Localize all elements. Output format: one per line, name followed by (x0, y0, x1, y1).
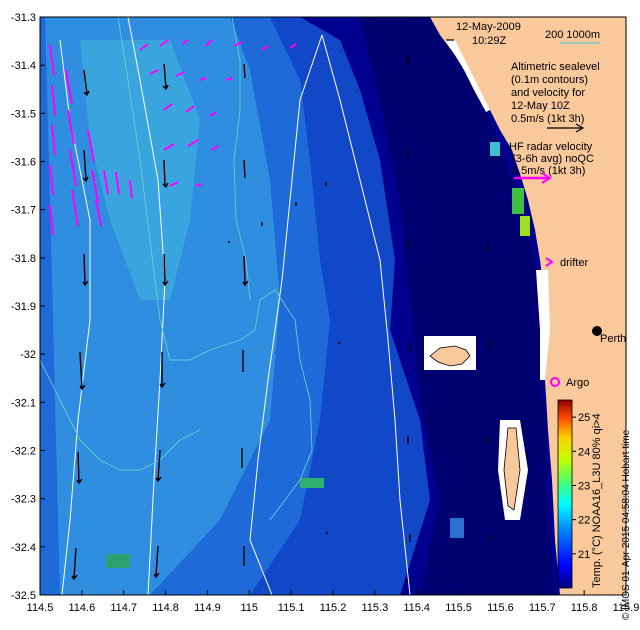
land-mainland (430, 17, 626, 595)
hf-legend-arrowhead (541, 172, 552, 184)
y-tick-label: -31.9 (11, 301, 36, 313)
sst-patch (490, 142, 500, 156)
y-tick-label: -32.2 (11, 446, 36, 458)
y-tick-label: -32.5 (11, 590, 36, 602)
y-tick-label: -31.3 (11, 12, 36, 24)
x-tick-label: 115.2 (320, 602, 347, 614)
x-tick-label: 114.5 (27, 602, 54, 614)
y-tick-label: -31.5 (11, 108, 36, 120)
x-tick-label: 115.7 (529, 602, 556, 614)
colorbar-tick-label: 24 (578, 446, 590, 458)
isobath-contour (40, 359, 201, 471)
altimetry-legend-line: 12-May 10Z (511, 100, 570, 112)
x-tick-label: 115.3 (361, 602, 388, 614)
sst-patch (512, 188, 524, 214)
city-label-perth: Perth (600, 333, 626, 345)
date-label: 12-May-2009 (456, 21, 521, 33)
x-axis: 114.5 114.6 114.7 114.8 114.9 115 115.1 115.2 11… (27, 590, 640, 614)
drifter-marker[interactable] (545, 257, 554, 267)
sst-patch (106, 554, 130, 568)
sst-patch (300, 478, 324, 488)
altimetry-legend-arrowhead (575, 123, 585, 133)
time-label: 10:29Z (472, 35, 507, 47)
altimetry-legend-line: Altimetric sealevel (511, 61, 600, 73)
altimetry-arrows (71, 56, 491, 581)
x-tick-label: 114.9 (194, 602, 221, 614)
hf-legend-line: 0.5m/s (1kt 3h) (512, 165, 585, 177)
y-tick-label: -31.4 (11, 60, 36, 72)
hf-legend-line: (3-6h avg) noQC (512, 153, 594, 165)
map-area[interactable] (40, 17, 626, 595)
rottnest-island (429, 345, 471, 367)
x-tick-label: 114.7 (110, 602, 137, 614)
perth-dot (592, 326, 602, 336)
credit-label: © IMOS 01-Apr-2015 04:58:04 Hobart time (621, 429, 632, 620)
colorbar-title: Temp. (°C) NOAA16_L3U 80% qi>4 (591, 413, 603, 588)
sst-patch (450, 518, 464, 538)
y-tick-label: -31.6 (11, 157, 36, 169)
y-tick-label: -32.1 (11, 397, 36, 409)
x-tick-label: 115.5 (445, 602, 472, 614)
y-tick-label: -32.3 (11, 494, 36, 506)
x-tick-label: 114.8 (152, 602, 179, 614)
altimetry-legend-line: and velocity for (511, 87, 585, 99)
colorbar-tick-label: 25 (578, 412, 590, 424)
sealevel-contour (321, 34, 411, 595)
y-tick-label: -32 (20, 349, 36, 361)
hf-legend-line: HF radar velocity (509, 141, 593, 153)
colorbar-tick-label: 22 (578, 515, 590, 527)
isobath-contour (231, 17, 251, 301)
y-tick-label: -31.8 (11, 253, 36, 265)
altimetry-legend: Altimetric sealevel(0.1m contours)and ve… (511, 61, 600, 125)
scale-label: 200 1000m (545, 29, 600, 41)
y-tick-label: -32.4 (11, 542, 36, 554)
drifter-label: drifter (560, 257, 588, 269)
x-tick-label: 114.6 (68, 602, 95, 614)
colorbar (557, 399, 573, 589)
argo-marker[interactable] (550, 377, 560, 387)
garden-island-land (503, 427, 521, 511)
colorbar-tick-label: 21 (578, 549, 590, 561)
coast-gap (445, 40, 490, 112)
altimetry-legend-line: 0.5m/s (1kt 3h) (511, 113, 584, 125)
colorbar-tick-label: 23 (578, 480, 590, 492)
sealevel-contour (249, 34, 323, 595)
altimetry-legend-line: (0.1m contours) (511, 74, 588, 86)
x-tick-label: 115.4 (403, 602, 430, 614)
hf-radar-arrows (49, 39, 297, 236)
x-tick-label: 115.9 (613, 602, 640, 614)
x-tick-label: 115 (241, 602, 259, 614)
argo-label: Argo (566, 377, 589, 389)
cockburn-sound (530, 400, 548, 520)
coast-gap (536, 270, 550, 380)
y-tick-label: -31.7 (11, 205, 36, 217)
colorbar-ticks: 25 24 23 22 21 (572, 412, 590, 561)
x-tick-label: 115.8 (571, 602, 598, 614)
x-tick-label: 115.6 (487, 602, 514, 614)
sst-patch (520, 216, 530, 236)
y-axis: -31.3 -31.4 -31.5 -31.6 -31.7 -31.8 -31.9 -32 -3… (11, 12, 45, 602)
isobath-contour (117, 17, 313, 521)
x-tick-label: 115.1 (278, 602, 305, 614)
